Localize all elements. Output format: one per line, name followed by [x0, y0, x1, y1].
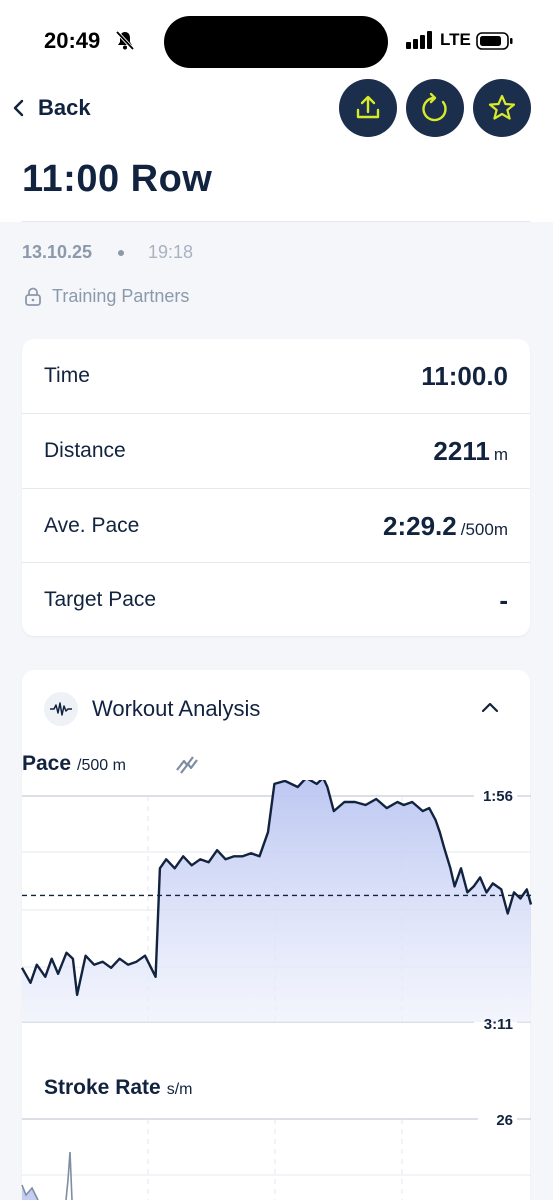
- chevron-up-icon[interactable]: [480, 700, 500, 714]
- stat-value: 2211: [433, 435, 490, 466]
- stat-value: 11:00.0: [421, 360, 508, 391]
- pace-chart: 1:56 3:11: [20, 780, 533, 1033]
- chevron-left-icon: [13, 99, 24, 117]
- pace-axis-bottom-label: 3:11: [484, 1016, 513, 1033]
- stat-label: Distance: [44, 439, 126, 462]
- stroke-rate-title: Stroke Rate: [44, 1076, 161, 1099]
- lock-icon: [25, 287, 41, 306]
- stat-value: 2:29.2: [383, 510, 457, 541]
- stroke-axis-top-label: 26: [496, 1112, 513, 1129]
- divider: [22, 562, 530, 563]
- stat-row-target-pace: Target Pace -: [22, 563, 530, 637]
- meta-separator: [118, 250, 124, 256]
- pace-axis-top-label: 1:56: [483, 788, 513, 805]
- status-time: 20:49: [44, 28, 101, 53]
- refresh-icon: [422, 92, 447, 122]
- pace-chart-unit: /500 m: [77, 757, 126, 774]
- favorite-button[interactable]: [473, 79, 531, 137]
- star-icon: [488, 94, 516, 120]
- muted-bell-icon: [115, 30, 135, 51]
- stat-row-ave-pace: Ave. Pace 2:29.2/500m: [22, 489, 530, 563]
- visibility-setting[interactable]: Training Partners: [24, 286, 189, 307]
- analysis-title: Workout Analysis: [92, 696, 261, 721]
- pace-area: [22, 780, 531, 1022]
- workout-time: 19:18: [148, 242, 194, 262]
- compare-toggle-icon[interactable]: [176, 754, 198, 774]
- back-label: Back: [38, 95, 91, 120]
- analysis-header[interactable]: Workout Analysis: [44, 692, 260, 726]
- page-title: 11:00 Row: [22, 158, 213, 200]
- stroke-rate-line: [21, 1184, 39, 1200]
- stat-row-time: Time 11:00.0: [22, 339, 530, 413]
- stat-label: Target Pace: [44, 588, 157, 611]
- stroke-rate-area: [22, 1185, 38, 1200]
- stroke-rate-header: Stroke Rate s/m: [44, 1076, 193, 1100]
- stat-label: Ave. Pace: [44, 514, 140, 537]
- back-button[interactable]: Back: [12, 92, 91, 124]
- stroke-rate-chart: 26: [21, 1112, 531, 1200]
- waveform-badge: [44, 692, 78, 726]
- stroke-rate-spike: [65, 1151, 73, 1200]
- share-icon: [356, 95, 380, 119]
- stat-value: -: [499, 584, 508, 615]
- pace-line: [20, 780, 533, 997]
- divider: [22, 488, 530, 489]
- divider: [22, 221, 530, 222]
- stat-unit: m: [493, 444, 508, 464]
- network-type: LTE: [440, 30, 471, 49]
- visibility-label: Training Partners: [52, 286, 190, 306]
- signal-icon: [406, 31, 432, 49]
- pace-chart-header: Pace /500 m: [22, 752, 126, 776]
- workout-date: 13.10.25: [22, 242, 93, 262]
- stroke-rate-unit: s/m: [166, 1081, 193, 1098]
- stat-label: Time: [44, 364, 90, 387]
- share-button[interactable]: [339, 79, 397, 137]
- waveform-icon: [50, 702, 72, 716]
- refresh-button[interactable]: [406, 79, 464, 137]
- stat-unit: /500m: [460, 519, 508, 539]
- pace-chart-title: Pace: [22, 752, 72, 775]
- divider: [22, 413, 530, 414]
- summary-card: Time 11:00.0 Distance 2211 m Ave. Pace 2:…: [22, 339, 530, 636]
- stat-row-distance: Distance 2211 m: [22, 414, 530, 488]
- battery-icon: [476, 32, 513, 50]
- dynamic-island: [164, 16, 388, 68]
